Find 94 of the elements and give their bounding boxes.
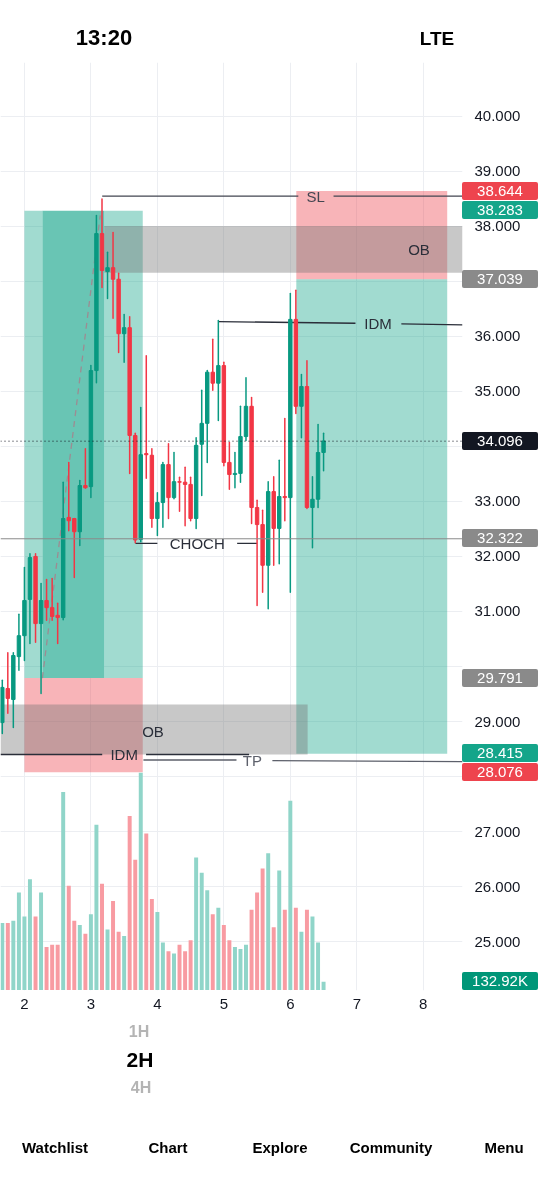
bar xyxy=(316,942,321,990)
text: Watchlist xyxy=(21,1138,89,1156)
y-tick-label: 35.000 xyxy=(474,382,521,400)
series-label: IDM xyxy=(110,746,138,764)
bar xyxy=(260,868,265,990)
annotation: OB xyxy=(142,722,164,740)
text: 13:20 xyxy=(75,25,133,51)
text: 1H xyxy=(128,1023,150,1041)
y-tick-label: 34.096 xyxy=(462,431,538,450)
text: 132.92K xyxy=(462,972,538,991)
y-tick-label: 38.283 xyxy=(462,201,538,220)
text: Community xyxy=(349,1138,433,1156)
series-label: SL xyxy=(306,187,325,205)
series-label: TP xyxy=(242,751,263,769)
y-tick-label: 31.000 xyxy=(474,602,521,620)
x-tick-label: 7 xyxy=(352,994,361,1012)
y-tick-label: 32.322 xyxy=(462,529,538,548)
candlestick xyxy=(144,354,149,480)
bar xyxy=(138,772,143,990)
y-tick-label: 25.000 xyxy=(474,932,521,950)
candlestick xyxy=(38,582,44,695)
series-label: IDM xyxy=(364,315,392,333)
candlestick xyxy=(83,447,88,490)
candlestick xyxy=(282,417,288,522)
y-tick-label: 38.000 xyxy=(474,217,521,235)
bar xyxy=(105,929,110,990)
bar xyxy=(271,927,276,990)
x-tick-label: 2 xyxy=(20,994,29,1012)
candlestick xyxy=(171,451,177,500)
x-tick-label: 6 xyxy=(286,994,295,1012)
bar xyxy=(144,833,149,990)
y-tick-label: 26.000 xyxy=(474,877,521,895)
bar xyxy=(122,936,127,990)
text: Menu xyxy=(484,1138,524,1156)
x-tick-label: 3 xyxy=(86,994,96,1012)
text: 4H xyxy=(130,1079,152,1097)
bar xyxy=(244,944,248,990)
bar xyxy=(266,853,271,990)
bar xyxy=(293,907,298,990)
candlestick xyxy=(105,251,110,300)
y-tick-label: 27.000 xyxy=(474,822,521,840)
text: Chart xyxy=(148,1138,188,1156)
bar xyxy=(282,909,287,990)
bar xyxy=(172,953,176,990)
x-tick-label: 4 xyxy=(153,994,162,1012)
annotation: OB xyxy=(408,240,430,258)
bar xyxy=(166,951,171,990)
candlestick xyxy=(121,313,127,364)
bar xyxy=(155,912,160,990)
bar xyxy=(299,931,304,990)
bar xyxy=(160,942,165,990)
candlestick xyxy=(210,338,215,392)
y-tick-label: 29.000 xyxy=(474,712,521,730)
x-tick-label: 8 xyxy=(419,994,428,1012)
bar xyxy=(304,909,309,990)
bar xyxy=(216,907,221,990)
y-tick-label: 39.000 xyxy=(474,162,521,180)
text: 2H xyxy=(126,1048,154,1072)
candlestick xyxy=(299,373,304,439)
candlestick xyxy=(216,319,221,422)
bar xyxy=(188,940,193,990)
candlestick xyxy=(5,652,11,715)
bar xyxy=(194,857,199,990)
bar xyxy=(33,916,38,990)
series-label: CHOCH xyxy=(169,534,225,552)
bar xyxy=(11,920,16,990)
bar xyxy=(83,933,88,990)
text: LTE xyxy=(419,28,455,50)
y-tick-label: 37.039 xyxy=(462,269,538,288)
bar xyxy=(288,800,293,990)
bar xyxy=(210,914,215,990)
bar xyxy=(116,931,121,990)
bar xyxy=(39,892,44,990)
bar xyxy=(61,792,66,990)
bar xyxy=(27,879,32,990)
y-tick-label: 29.791 xyxy=(462,668,538,687)
bar xyxy=(55,944,60,990)
bar xyxy=(77,925,82,990)
bar xyxy=(100,883,104,990)
y-tick-label: 36.000 xyxy=(474,327,521,345)
bar xyxy=(5,922,10,990)
y-tick-label: 38.644 xyxy=(462,181,538,200)
x-tick-label: 5 xyxy=(219,994,229,1012)
text: Explore xyxy=(252,1138,308,1156)
y-tick-label: 28.076 xyxy=(462,762,538,781)
y-tick-label: 40.000 xyxy=(474,107,521,125)
y-tick-label: 28.415 xyxy=(462,744,538,763)
bar xyxy=(310,916,315,990)
bar xyxy=(149,898,154,990)
bar xyxy=(321,981,326,990)
bar xyxy=(111,901,116,990)
y-tick-label: 33.000 xyxy=(474,492,521,510)
bar xyxy=(277,870,282,990)
y-tick-label: 32.000 xyxy=(474,547,521,565)
